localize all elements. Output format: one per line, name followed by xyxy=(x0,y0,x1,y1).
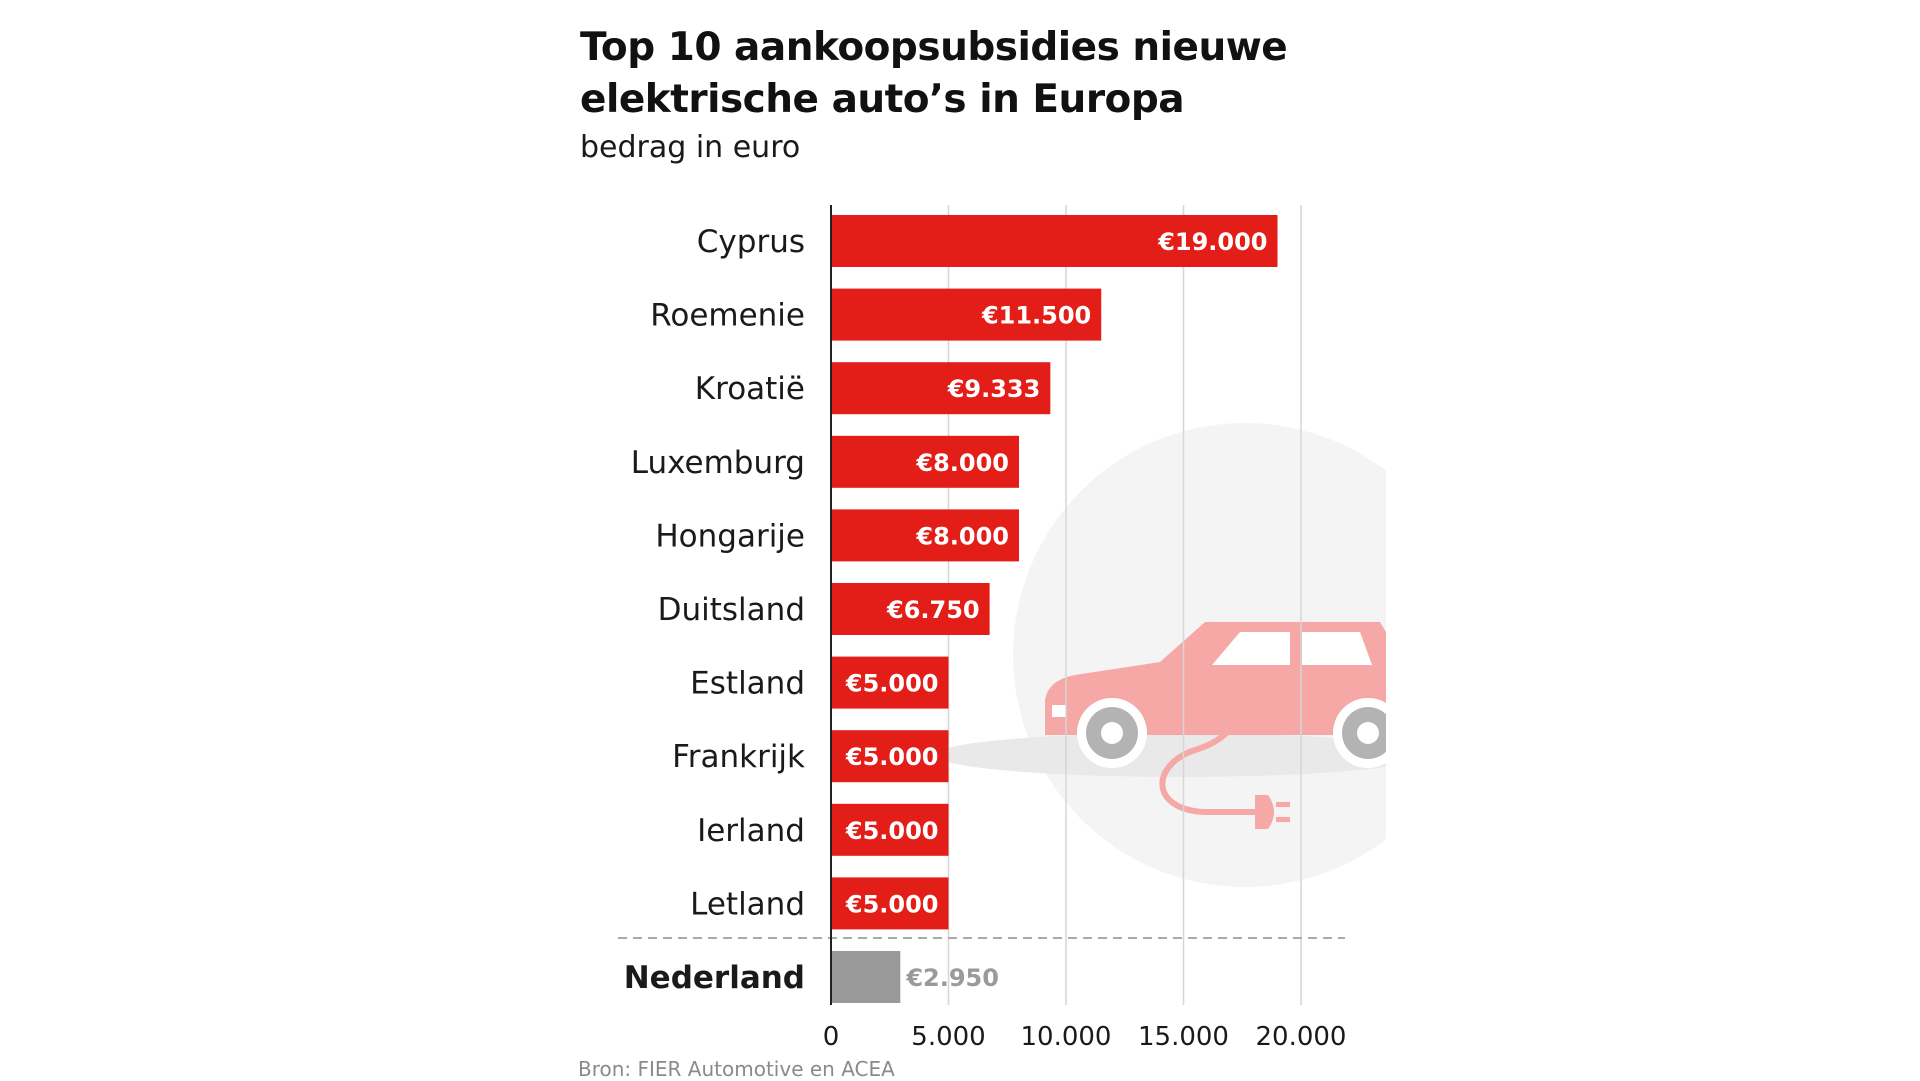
category-labels: Cyprus Roemenie Kroatië Luxemburg Hongarije D… xyxy=(624,224,805,996)
bar-kroatie xyxy=(831,362,1051,415)
x-tick-0: 0 xyxy=(823,1022,840,1052)
x-tick-10-000: 10.000 xyxy=(1021,1022,1112,1052)
value-label-hongarije: €8.000 xyxy=(915,522,1009,550)
chart-subtitle: bedrag in euro xyxy=(580,130,801,165)
electric-car-with-plug-icon xyxy=(935,423,1386,887)
x-tick-20-000: 20.000 xyxy=(1256,1022,1347,1052)
charging-plug-icon xyxy=(1159,669,1290,829)
value-label-ierland: €5.000 xyxy=(845,817,939,845)
value-label-luxemburg: €8.000 xyxy=(915,449,1009,477)
category-label-duitsland: Duitsland xyxy=(658,592,805,628)
bar-cyprus xyxy=(831,215,1278,267)
x-tick-15-000: 15.000 xyxy=(1138,1022,1229,1052)
value-label-cyprus: €19.000 xyxy=(1157,228,1267,256)
value-labels: €19.000 €11.500 €9.333 €8.000 €8.000 €6.750 €5… xyxy=(845,228,1268,992)
source-note: Bron: FIER Automotive en ACEA xyxy=(578,1057,895,1081)
value-label-roemenie: €11.500 xyxy=(981,302,1091,330)
value-label-letland: €5.000 xyxy=(845,890,939,918)
bar-duitsland xyxy=(831,583,990,635)
category-label-luxemburg: Luxemburg xyxy=(631,445,805,481)
category-label-estland: Estland xyxy=(690,666,805,702)
category-label-frankrijk: Frankrijk xyxy=(672,739,805,775)
value-label-kroatie: €9.333 xyxy=(947,375,1041,403)
category-label-nederland: Nederland xyxy=(624,960,805,996)
bar-hongarije xyxy=(831,509,1019,562)
x-axis-ticks: 0 5.000 10.000 15.000 20.000 xyxy=(823,1022,1347,1052)
bar-nederland xyxy=(831,951,901,1003)
value-label-estland: €5.000 xyxy=(845,670,939,698)
category-label-hongarije: Hongarije xyxy=(655,518,805,554)
category-label-letland: Letland xyxy=(690,886,805,922)
bar-frankrijk xyxy=(831,730,949,783)
category-label-ierland: Ierland xyxy=(697,813,805,849)
value-label-frankrijk: €5.000 xyxy=(845,743,939,771)
bar-ierland xyxy=(831,803,949,856)
value-label-nederland: €2.950 xyxy=(905,964,999,992)
category-label-kroatie: Kroatië xyxy=(695,371,805,407)
category-label-roemenie: Roemenie xyxy=(650,298,805,334)
bar-estland xyxy=(831,656,949,709)
chart-title: Top 10 aankoopsubsidies nieuwe elektrisc… xyxy=(580,25,1288,122)
bar-roemenie xyxy=(831,288,1102,341)
x-tick-5-000: 5.000 xyxy=(911,1022,985,1052)
category-label-cyprus: Cyprus xyxy=(697,224,805,260)
bar-luxemburg xyxy=(831,435,1019,488)
car-shadow xyxy=(935,733,1386,777)
value-label-duitsland: €6.750 xyxy=(886,596,980,624)
bar-letland xyxy=(831,877,949,930)
bar-series xyxy=(831,215,1278,1003)
